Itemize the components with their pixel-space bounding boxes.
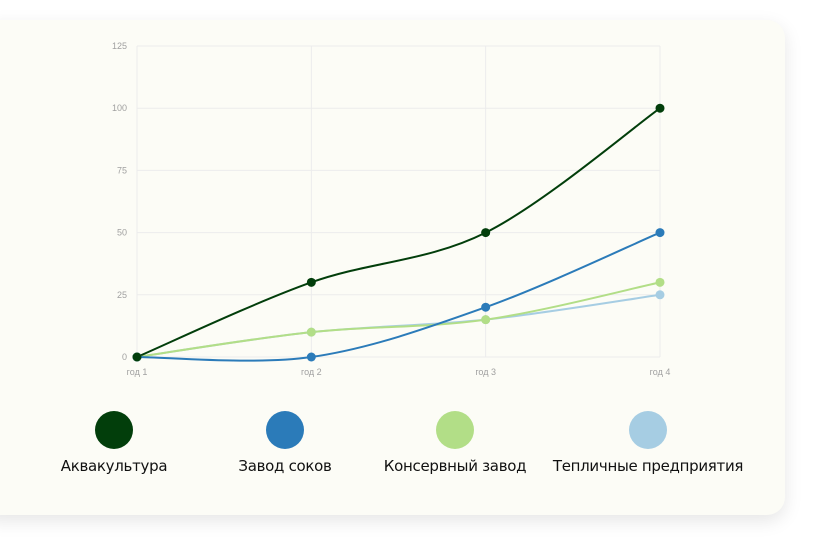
y-tick-label: 50 (117, 228, 127, 238)
data-point[interactable] (306, 352, 316, 362)
legend-label[interactable]: Завод соков (238, 457, 332, 475)
y-tick-label: 100 (112, 103, 127, 113)
series-lines (136, 107, 661, 362)
data-point[interactable] (481, 315, 491, 325)
legend-label[interactable]: Аквакультура (60, 457, 168, 475)
series-line (136, 281, 661, 358)
series-line (136, 107, 661, 358)
grid (136, 45, 661, 358)
y-tick-label: 0 (122, 352, 127, 362)
data-point[interactable] (306, 277, 316, 287)
data-point[interactable] (655, 103, 665, 113)
x-tick-label: год 3 (475, 367, 496, 377)
y-tick-label: 125 (112, 41, 127, 51)
legend-swatch[interactable] (95, 411, 133, 449)
series-points (132, 103, 665, 362)
y-axis-ticks: 0 25 50 75 100 125 (112, 41, 127, 362)
data-point[interactable] (132, 352, 142, 362)
series-line (136, 231, 661, 362)
data-point[interactable] (481, 228, 491, 238)
data-point[interactable] (655, 277, 665, 287)
y-tick-label: 25 (117, 290, 127, 300)
x-tick-label: год 4 (650, 367, 671, 377)
legend-label[interactable]: Консервный завод (383, 457, 527, 475)
legend-swatch[interactable] (436, 411, 474, 449)
data-point[interactable] (306, 327, 316, 337)
x-tick-label: год 2 (301, 367, 322, 377)
legend-label[interactable]: Тепличные предприятия (552, 457, 744, 475)
legend-swatch[interactable] (629, 411, 667, 449)
data-point[interactable] (655, 228, 665, 238)
data-point[interactable] (655, 290, 665, 300)
x-axis-ticks: год 1 год 2 год 3 год 4 (127, 367, 671, 377)
x-tick-label: год 1 (127, 367, 148, 377)
legend-swatch[interactable] (266, 411, 304, 449)
data-point[interactable] (481, 302, 491, 312)
y-tick-label: 75 (117, 165, 127, 175)
